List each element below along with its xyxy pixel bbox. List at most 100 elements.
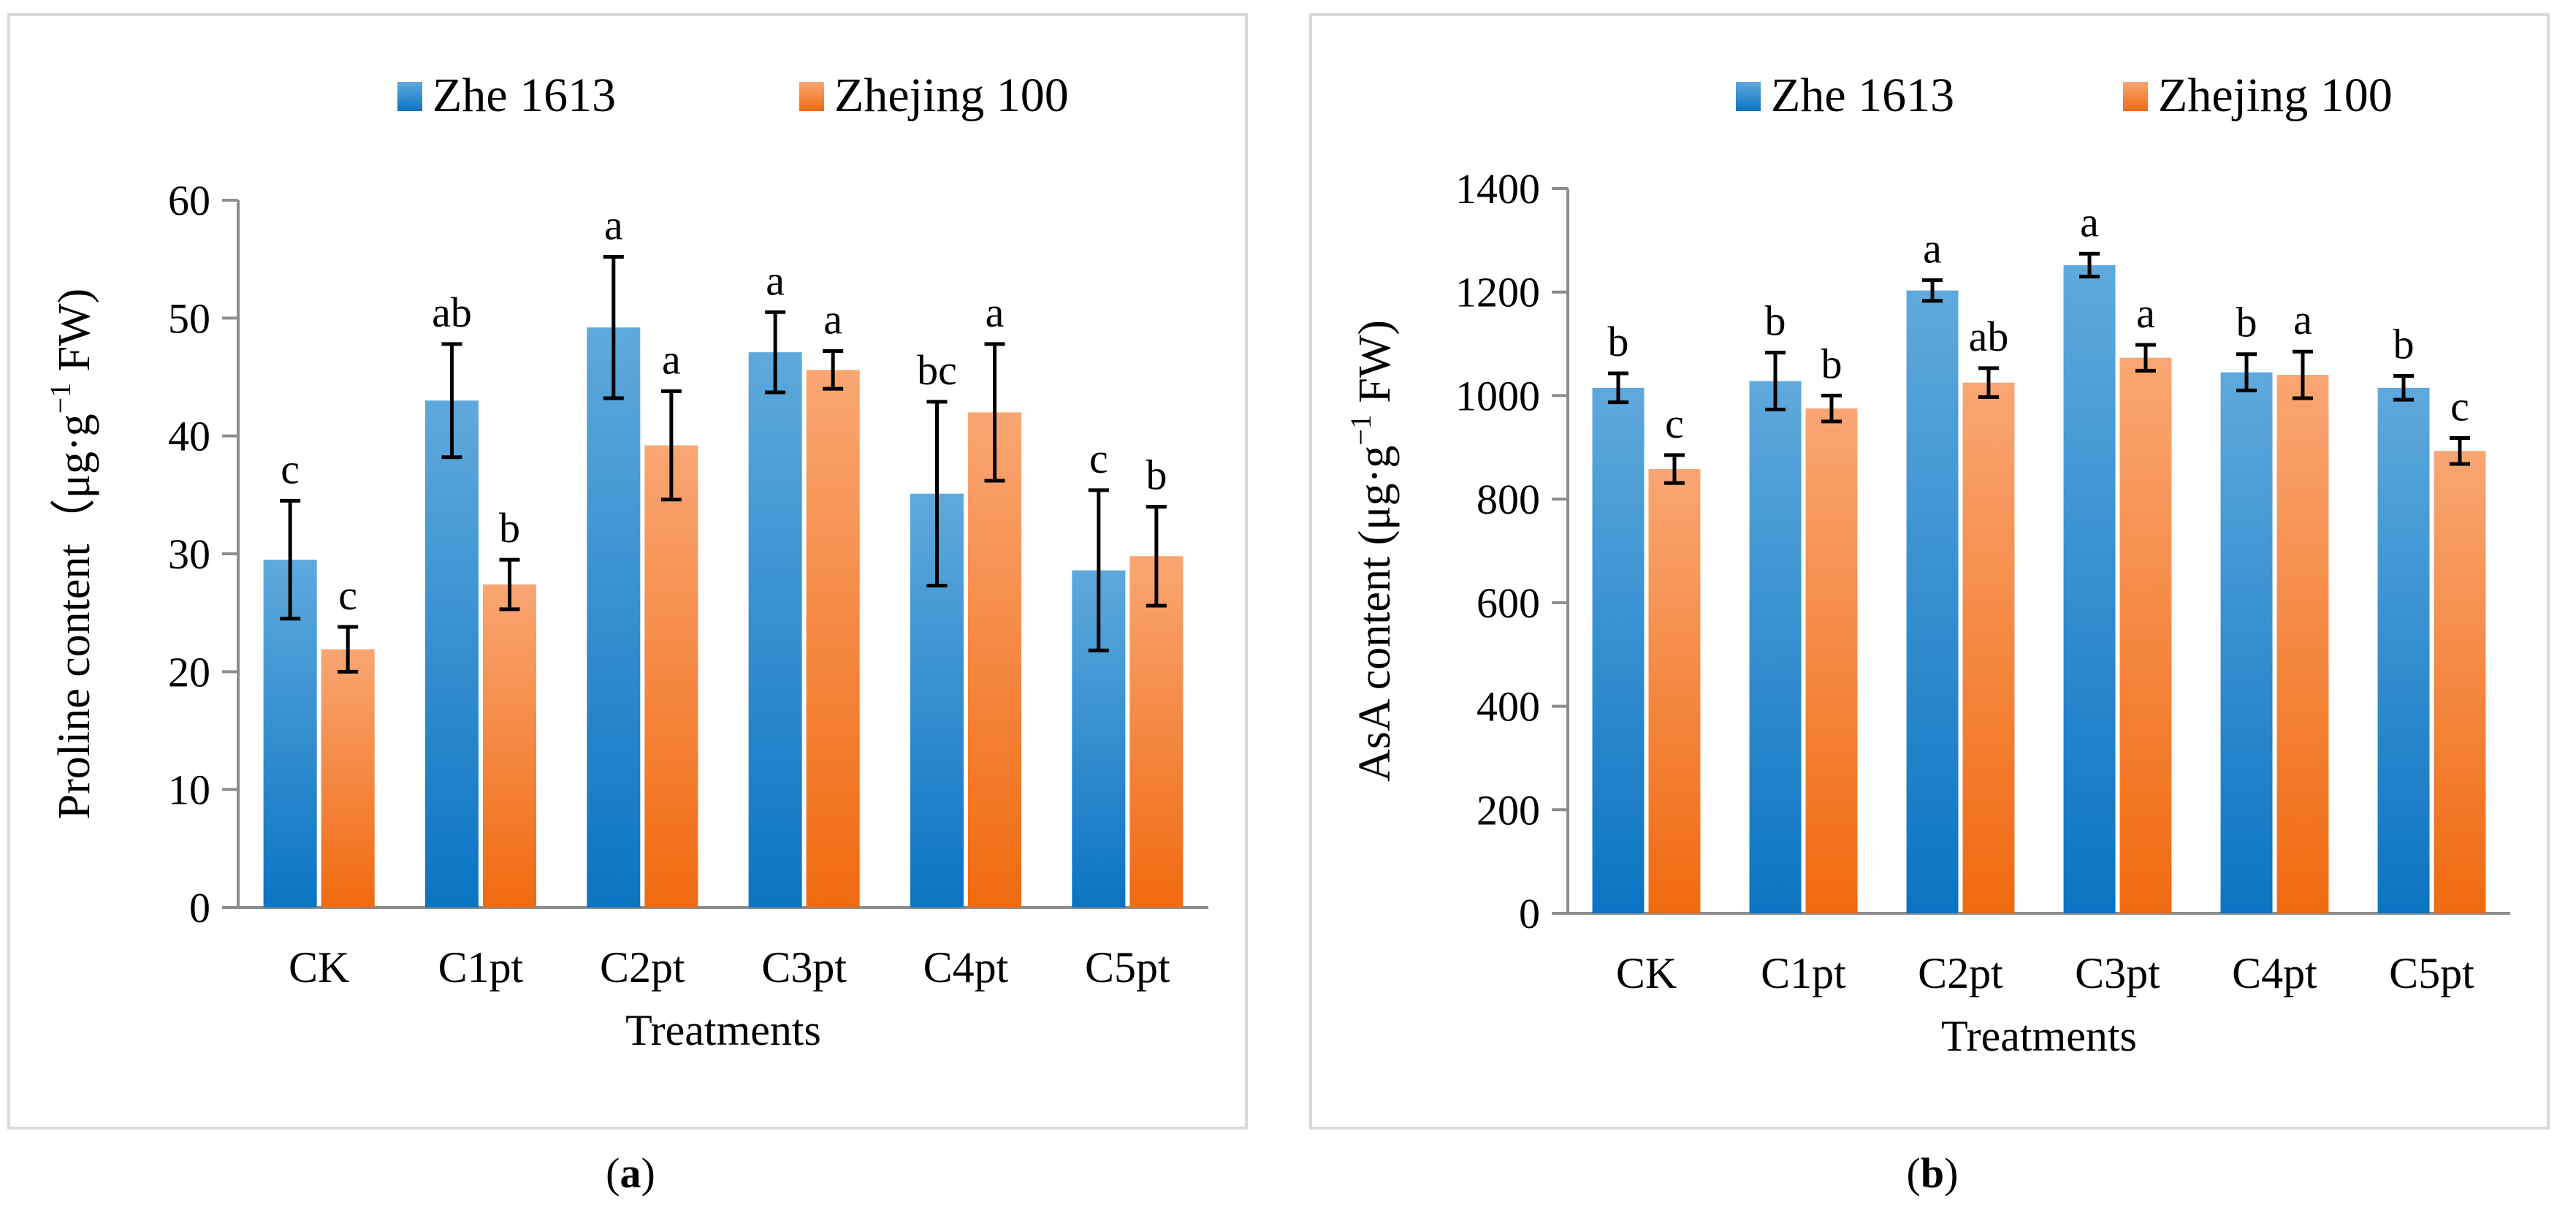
x-tick-label: C4pt [923, 943, 1009, 991]
significance-letter: c [1665, 400, 1684, 447]
legend-swatch-zhejing100 [799, 82, 824, 111]
significance-letter: a [766, 256, 785, 304]
significance-letter: c [338, 571, 357, 619]
y-axis-title: AsA content (μg·g−1 FW) [1344, 320, 1400, 782]
chart-panel-b: 0 200 400 600 800 1000 1200 1400 b c CK b b C1pt a ab C2… [1309, 13, 2550, 1130]
error-bar [1088, 488, 1109, 652]
significance-letter: b [499, 504, 520, 552]
legend: Zhe 1613 Zhejing 100 [1736, 69, 2393, 122]
error-bar [1978, 366, 1999, 400]
y-tick-label: 600 [1476, 579, 1540, 627]
caption-a-label: a [620, 1149, 641, 1197]
y-tick-label: 30 [168, 530, 210, 578]
legend-swatch-zhejing100 [2123, 82, 2148, 111]
error-bar [499, 557, 520, 612]
significance-letter: c [1089, 435, 1108, 482]
y-tick-label: 40 [168, 413, 210, 460]
y-tick-label: 200 [1476, 786, 1540, 834]
significance-letter: c [2450, 383, 2469, 430]
y-tick-label: 400 [1476, 683, 1540, 731]
bar-zhejing100-c5pt [2434, 451, 2486, 913]
x-tick-label: C1pt [1761, 949, 1846, 997]
error-bar [1146, 504, 1167, 608]
significance-letter: a [2293, 296, 2312, 343]
error-bar [2079, 251, 2100, 278]
error-bar [1765, 351, 1786, 412]
significance-letter: b [2236, 299, 2257, 346]
legend: Zhe 1613 Zhejing 100 [397, 69, 1069, 122]
error-bar [338, 625, 359, 674]
error-bar [1821, 393, 1842, 424]
bar-zhe1613-c1pt [424, 400, 479, 907]
y-tick-label: 0 [1519, 890, 1540, 937]
error-bar [280, 498, 301, 621]
bar-zhejing100-c5pt [1129, 556, 1184, 907]
error-bar [660, 389, 682, 502]
x-tick-label: C2pt [600, 943, 685, 991]
error-bar [984, 342, 1005, 483]
bar-zhejing100-c3pt [2119, 357, 2172, 913]
caption-a: (a) [606, 1149, 655, 1197]
caption-b-label: b [1920, 1149, 1945, 1197]
error-bar [441, 342, 462, 460]
bar-zhe1613-c4pt [2220, 372, 2273, 913]
error-bar [1664, 453, 1685, 485]
bar-zhe1613-c2pt [587, 327, 641, 907]
significance-letter: a [604, 201, 623, 248]
y-tick-label: 0 [189, 884, 210, 932]
error-bar [2393, 374, 2415, 402]
x-axis-title: Treatments [1941, 1012, 2137, 1060]
significance-letter: a [986, 289, 1005, 336]
bar-zhejing100-c1pt [483, 584, 537, 907]
x-tick-label: C1pt [438, 943, 524, 991]
significance-letter: b [1765, 297, 1786, 345]
y-tick-label: 20 [168, 648, 210, 696]
error-bar [603, 254, 624, 400]
legend-label-zhejing100: Zhejing 100 [834, 69, 1069, 122]
legend-label-zhejing100: Zhejing 100 [2158, 69, 2393, 122]
bar-zhejing100-ck [1648, 469, 1701, 913]
significance-letter: a [2080, 198, 2099, 245]
significance-letter: b [1608, 318, 1629, 365]
significance-letter: a [662, 335, 681, 383]
y-tick-label: 1200 [1455, 269, 1540, 316]
asa-chart: 0200400600800100012001400bcCKbbC1ptaabC2… [1344, 69, 2510, 1060]
significance-letter: ab [1969, 313, 2009, 360]
bar-zhejing100-c4pt [968, 412, 1022, 907]
bar-zhejing100-ck [321, 649, 375, 907]
y-tick-label: 50 [168, 294, 210, 342]
error-bar [2449, 436, 2470, 466]
x-tick-label: CK [1616, 949, 1677, 997]
chart-panel-a: 0 10 20 30 40 50 60 c c CK ab b C1pt a a C2pt a a C3pt bc a C… [7, 13, 1248, 1130]
bar-zhejing100-c3pt [806, 370, 860, 907]
y-tick-label: 1000 [1455, 372, 1540, 419]
bar-zhe1613-c3pt [2063, 264, 2116, 914]
significance-letter: bc [917, 346, 957, 394]
x-tick-label: C5pt [1085, 943, 1170, 991]
y-tick-label: 60 [168, 177, 210, 224]
caption-b: (b) [1906, 1149, 1959, 1197]
legend-label-zhe1613: Zhe 1613 [432, 69, 616, 122]
proline-chart: 0102030405060ccCKabbC1ptaaC2ptaaC3ptbcaC… [44, 69, 1208, 1054]
bar-zhejing100-c2pt [1962, 382, 2015, 913]
significance-letter: a [2136, 289, 2155, 337]
significance-letter: a [823, 296, 842, 343]
error-bar [823, 349, 844, 391]
x-axis-title: Treatments [625, 1006, 821, 1054]
x-tick-label: C2pt [1918, 949, 2003, 997]
legend-swatch-zhe1613 [397, 82, 422, 111]
x-tick-label: CK [289, 943, 349, 991]
significance-letter: b [1146, 451, 1167, 498]
error-bar [1922, 278, 1943, 303]
bar-zhe1613-c1pt [1749, 381, 1802, 913]
x-tick-label: C5pt [2389, 949, 2474, 997]
legend-swatch-zhe1613 [1736, 82, 1761, 111]
legend-label-zhe1613: Zhe 1613 [1771, 69, 1954, 122]
y-axis-title: Proline content（μg·g−1 FW) [44, 289, 99, 820]
error-bar [765, 310, 786, 395]
error-bar [2292, 349, 2313, 400]
error-bar [926, 400, 948, 588]
bar-zhejing100-c2pt [644, 445, 698, 907]
significance-letter: a [1923, 224, 1942, 272]
error-bar [2135, 343, 2156, 373]
